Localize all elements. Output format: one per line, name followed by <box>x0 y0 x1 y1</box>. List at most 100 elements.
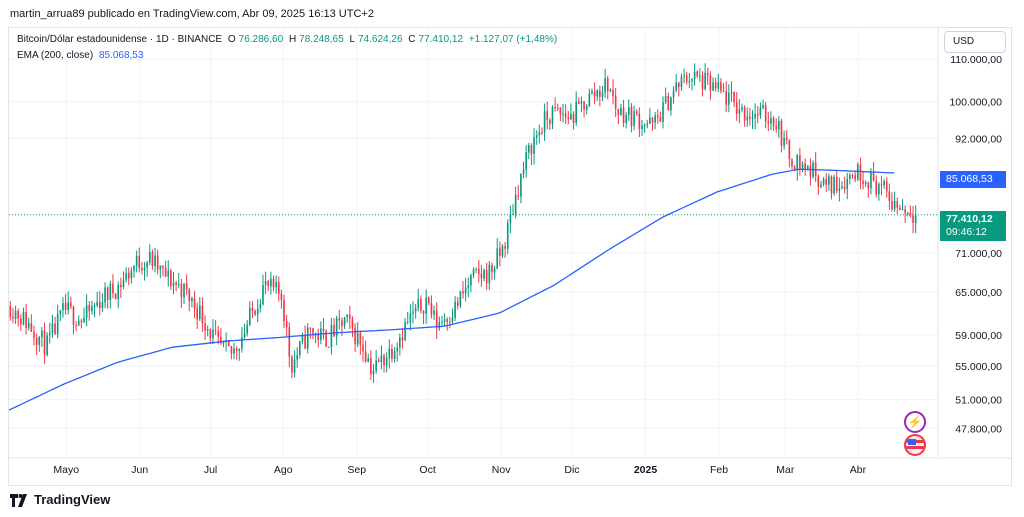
candle-body <box>833 177 835 194</box>
candle-body <box>704 72 706 90</box>
candle-body <box>296 354 299 360</box>
candle-body <box>504 246 506 249</box>
symbol-name[interactable]: Bitcoin/Dólar estadounidense · 1D · BINA… <box>17 34 223 45</box>
candle-body <box>543 111 546 133</box>
candle-body <box>759 107 762 116</box>
candle-body <box>146 262 148 268</box>
candle-body <box>464 287 467 294</box>
candle-body <box>775 126 778 130</box>
candle-body <box>383 355 385 366</box>
candle-body <box>820 184 822 187</box>
candle-body <box>672 90 675 98</box>
candle-body <box>801 163 804 169</box>
candle-body <box>93 305 96 307</box>
candle-body <box>870 171 872 189</box>
candle-body <box>525 152 527 170</box>
candle-body <box>293 359 296 373</box>
candle-body <box>198 305 201 320</box>
symbol-legend: Bitcoin/Dólar estadounidense · 1D · BINA… <box>17 34 560 45</box>
candle-body <box>430 303 433 315</box>
candle-body <box>588 93 591 106</box>
candle-body <box>420 298 422 311</box>
candle-body <box>477 268 480 274</box>
candle-body <box>499 248 501 256</box>
candle-body <box>25 311 27 328</box>
candle-body <box>701 75 704 90</box>
flash-icon[interactable]: ⚡ <box>904 411 926 433</box>
candle-body <box>141 268 143 271</box>
candle-body <box>825 178 828 185</box>
candle-body <box>527 145 530 153</box>
candle-body <box>667 95 670 111</box>
candle-body <box>685 75 688 83</box>
candle-body <box>885 181 888 192</box>
candle-body <box>212 329 214 339</box>
candle-body <box>385 357 388 366</box>
candle-body <box>367 358 370 362</box>
currency-button[interactable]: USD <box>944 31 1006 53</box>
candle-body <box>222 341 225 344</box>
candle-body <box>325 331 327 347</box>
candle-body <box>725 91 728 105</box>
candle-body <box>167 270 170 277</box>
candle-body <box>880 184 883 186</box>
candle-body <box>91 306 93 312</box>
candle-body <box>235 348 238 351</box>
candle-body <box>133 266 135 271</box>
candle-body <box>912 215 914 223</box>
candle-body <box>493 268 496 273</box>
candle-body <box>196 308 198 320</box>
candle-body <box>154 255 156 267</box>
candle-body <box>362 344 364 352</box>
candle-body <box>414 307 417 312</box>
candle-body <box>583 101 585 110</box>
candle-body <box>604 78 606 93</box>
candle-body <box>864 182 867 184</box>
candle-body <box>891 201 893 210</box>
candle-body <box>327 346 330 348</box>
ema-line <box>8 168 895 411</box>
candle-body <box>104 287 106 303</box>
candle-body <box>883 181 885 186</box>
candle-body <box>267 281 270 287</box>
candle-body <box>799 155 801 169</box>
publisher-line: martin_arrua89 publicado en TradingView.… <box>10 8 374 20</box>
candle-body <box>612 89 614 97</box>
candle-body <box>148 252 151 263</box>
candle-body <box>849 174 851 179</box>
candle-body <box>88 305 91 312</box>
candle-body <box>349 314 351 319</box>
low-label: L <box>349 34 356 45</box>
candle-body <box>401 337 404 341</box>
candle-body <box>906 212 909 214</box>
candle-body <box>699 75 701 77</box>
candle-body <box>46 335 48 355</box>
candle-body <box>333 325 335 337</box>
candle-body <box>867 182 870 189</box>
candle-body <box>127 272 130 279</box>
candle-body <box>659 117 662 122</box>
candle-body <box>9 305 12 318</box>
candle-body <box>417 298 420 308</box>
candle-body <box>156 255 159 270</box>
candle-body <box>143 267 146 271</box>
candle-body <box>846 178 849 190</box>
us-flag-icon[interactable] <box>904 434 926 456</box>
candle-body <box>206 329 209 331</box>
candle-body <box>30 323 33 332</box>
ema-legend[interactable]: EMA (200, close) 85.068,53 <box>17 50 146 61</box>
candle-body <box>75 324 77 326</box>
candle-body <box>185 283 188 290</box>
candle-body <box>201 305 204 324</box>
candle-body <box>27 323 30 328</box>
y-tick-label: 100.000,00 <box>949 96 1002 108</box>
candle-body <box>551 107 554 124</box>
candle-body <box>909 212 912 216</box>
candle-body <box>299 341 301 355</box>
candle-body <box>338 318 341 321</box>
x-tick-label: Jul <box>204 464 217 476</box>
candle-body <box>364 351 367 362</box>
x-tick-label: Nov <box>492 464 511 476</box>
x-tick-label: Mar <box>776 464 795 476</box>
